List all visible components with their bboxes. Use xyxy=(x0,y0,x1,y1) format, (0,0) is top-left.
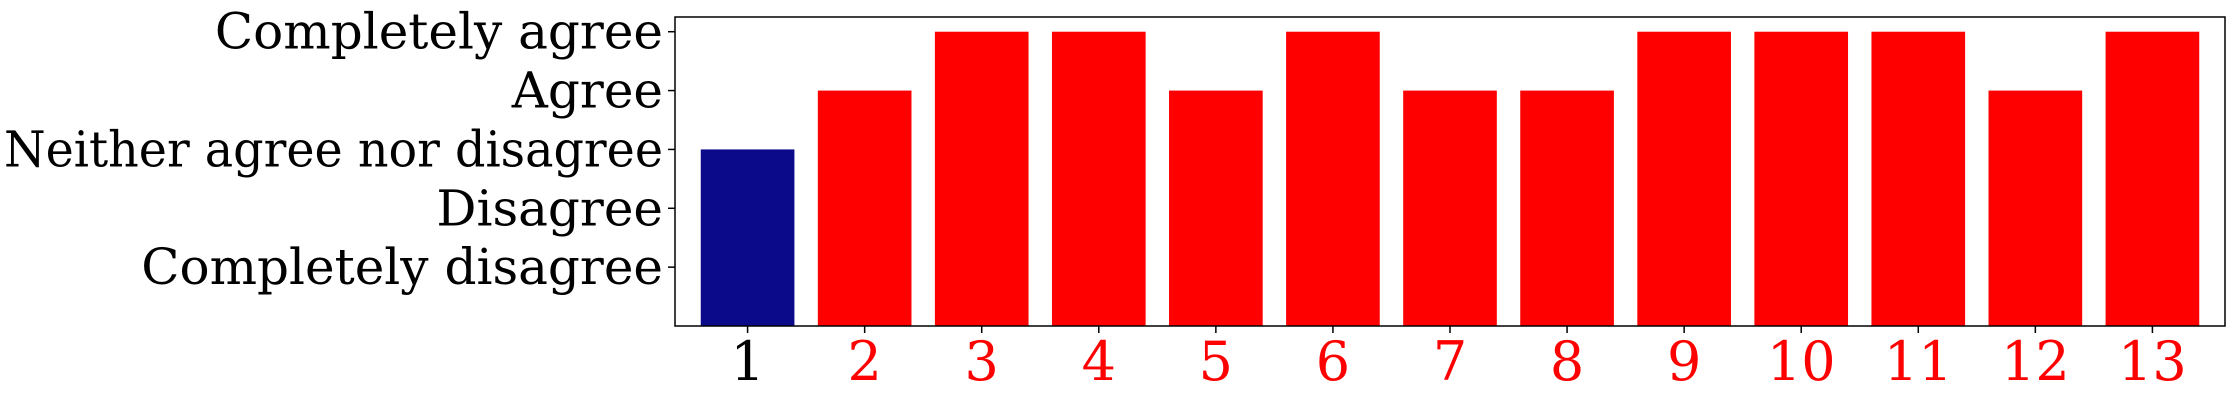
x-tick-label: 7 xyxy=(1433,330,1467,393)
x-tick-label: 6 xyxy=(1316,330,1350,393)
x-tick-label: 9 xyxy=(1667,330,1701,393)
bar-10 xyxy=(1754,31,1849,326)
bar-7 xyxy=(1403,90,1497,326)
bar-4 xyxy=(1051,31,1146,326)
x-tick-label: 12 xyxy=(2001,330,2070,393)
y-tick-label: Disagree xyxy=(436,179,663,237)
y-tick-label: Neither agree nor disagree xyxy=(4,120,663,178)
bar-3 xyxy=(934,31,1029,326)
bar-1 xyxy=(700,149,795,326)
y-tick-label: Completely disagree xyxy=(141,238,663,296)
bar-8 xyxy=(1520,90,1614,326)
y-tick-label: Completely agree xyxy=(215,3,663,61)
y-tick-label: Agree xyxy=(511,62,663,120)
x-tick-label: 11 xyxy=(1884,330,1953,393)
bar-12 xyxy=(1988,90,2083,326)
bar-5 xyxy=(1169,90,1263,326)
bars-layer xyxy=(700,31,2200,326)
x-tick-label: 4 xyxy=(1082,330,1116,393)
x-axis: 1 2 3 4 5 6 7 8 9 10 11 12 13 xyxy=(730,326,2187,393)
x-tick-label: 13 xyxy=(2118,330,2187,393)
bar-2 xyxy=(817,90,912,326)
bar-6 xyxy=(1286,31,1380,326)
bar-9 xyxy=(1637,31,1731,326)
x-tick-label: 10 xyxy=(1767,330,1836,393)
x-tick-label: 5 xyxy=(1199,330,1233,393)
x-tick-label: 8 xyxy=(1550,330,1584,393)
x-tick-label: 3 xyxy=(965,330,999,393)
x-tick-label: 1 xyxy=(730,330,764,393)
bar-13 xyxy=(2105,31,2200,326)
x-tick-label: 2 xyxy=(847,330,881,393)
bar-11 xyxy=(1871,31,1966,326)
plot-frame xyxy=(674,16,2226,327)
